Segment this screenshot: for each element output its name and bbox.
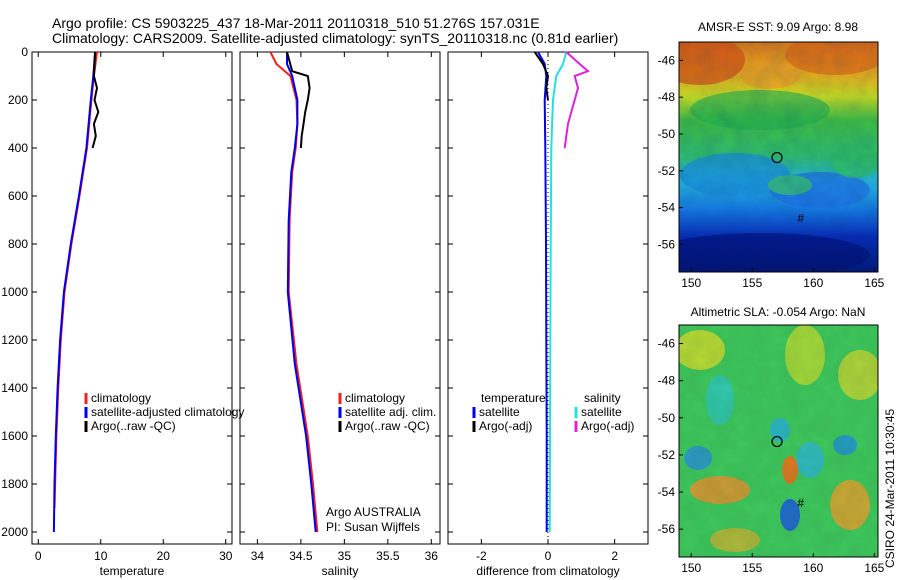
small-mark: # <box>797 496 804 510</box>
map-y-tick-label: -54 <box>658 201 676 215</box>
small-mark: # <box>797 211 804 225</box>
series-line-satellite-adjusted-climatology <box>52 51 97 533</box>
x-tick-label: 2 <box>611 549 618 563</box>
series-line-argo-raw-qc- <box>286 51 311 149</box>
legend-label: climatology <box>345 391 405 405</box>
plot-frame <box>31 51 233 545</box>
x-tick-label: 36 <box>425 549 439 563</box>
y-tick-label: 2000 <box>1 525 28 539</box>
legend-label: satellite-adjusted climatology <box>91 405 244 419</box>
plot-frame <box>447 51 649 545</box>
y-tick-label: 600 <box>8 189 28 203</box>
temperature-profile-panel: 0 10 20 30 temperature 0 200 400 600 800 1000 1200 1… <box>1 45 244 578</box>
x-axis-label: difference from climatology <box>476 564 619 578</box>
sla-map <box>679 325 878 557</box>
x-tick-label: -2 <box>476 549 487 563</box>
x-axis-label: temperature <box>100 564 165 578</box>
sst-map-title: AMSR-E SST: 9.09 Argo: 8.98 <box>698 20 858 34</box>
series-line-argo-raw-qc- <box>91 51 100 149</box>
header-line1: Argo profile: CS 5903225_437 18-Mar-2011… <box>52 15 540 31</box>
header-line2: Climatology: CARS2009. Satellite-adjuste… <box>52 30 618 46</box>
series-line-satellite-adj-clim- <box>286 52 317 533</box>
map-y-tick-label: -52 <box>658 448 676 462</box>
float-position-marker <box>771 151 783 164</box>
legend-label: satellite adj. clim. <box>345 405 436 419</box>
sst-map-axes: 150 155 160 165 -46 -48 -50 -52 -54 -56 # <box>658 53 885 290</box>
map-y-tick-label: -48 <box>658 374 676 388</box>
y-tick-label: 1600 <box>1 429 28 443</box>
series-line-salinity-argo-adj- <box>563 51 590 149</box>
sst-map <box>679 42 878 272</box>
x-tick-label: 34 <box>251 549 265 563</box>
series-line-temperature-satellite <box>537 51 548 532</box>
map-y-tick-label: -48 <box>658 90 676 104</box>
float-position-marker <box>771 435 783 448</box>
legend-label: climatology <box>91 391 151 405</box>
sla-map-title: Altimetric SLA: -0.054 Argo: NaN <box>691 305 866 319</box>
x-tick-label: 0 <box>35 549 42 563</box>
sla-map-frame <box>678 324 879 558</box>
map-x-tick-label: 150 <box>681 276 701 290</box>
series-line-temperature-argo-adj- <box>533 51 550 101</box>
series-line-salinity-satellite <box>548 51 568 533</box>
pi-note: PI: Susan Wijffels <box>326 520 420 534</box>
legend-label: Argo(-adj) <box>581 419 634 433</box>
credit-text: CSIRO 24-Mar-2011 10:30:45 <box>883 408 897 568</box>
x-tick-label: 35 <box>338 549 352 563</box>
sst-map-frame <box>678 41 879 273</box>
map-y-tick-label: -50 <box>658 411 676 425</box>
y-tick-label: 1200 <box>1 333 28 347</box>
plot-frame <box>239 51 441 545</box>
x-tick-label: 20 <box>157 549 171 563</box>
map-x-tick-label: 155 <box>742 276 762 290</box>
map-x-tick-label: 150 <box>681 561 701 575</box>
map-y-tick-label: -54 <box>658 485 676 499</box>
legend-label: Argo(..raw -QC) <box>91 419 176 433</box>
map-x-tick-label: 165 <box>864 561 884 575</box>
x-tick-label: 0 <box>545 549 552 563</box>
map-x-tick-label: 165 <box>864 276 884 290</box>
map-y-tick-label: -46 <box>658 53 676 67</box>
map-x-tick-label: 155 <box>742 561 762 575</box>
legend-label: Argo(-adj) <box>479 419 532 433</box>
sla-texture <box>679 325 878 557</box>
legend-group-title: salinity <box>584 391 621 405</box>
sst-deep-cold <box>679 233 870 272</box>
map-y-tick-label: -56 <box>658 237 676 251</box>
legend-label: Argo(..raw -QC) <box>345 419 430 433</box>
y-tick-label: 1400 <box>1 381 28 395</box>
series-line-climatology <box>53 51 98 509</box>
institution-note: Argo AUSTRALIA <box>326 505 421 519</box>
salinity-profile-panel: 34 34.5 35 35.5 36 salinity climatologysatelli… <box>239 51 441 578</box>
legend-label: satellite <box>479 405 520 419</box>
x-tick-label: 30 <box>219 549 233 563</box>
map-y-tick-label: -56 <box>658 522 676 536</box>
y-tick-label: 800 <box>8 237 28 251</box>
x-tick-label: 10 <box>94 549 108 563</box>
y-tick-label: 400 <box>8 141 28 155</box>
y-tick-label: 200 <box>8 93 28 107</box>
x-tick-label: 34.5 <box>289 549 313 563</box>
x-tick-label: 35.5 <box>376 549 400 563</box>
map-y-tick-label: -52 <box>658 164 676 178</box>
y-tick-label: 0 <box>21 45 28 59</box>
y-tick-label: 1800 <box>1 477 28 491</box>
legend-label: satellite <box>581 405 622 419</box>
y-tick-label: 1000 <box>1 285 28 299</box>
sla-map-axes: 150 155 160 165 -46 -48 -50 -52 -54 -56 # <box>658 337 885 575</box>
legend-group-title: temperature <box>481 391 546 405</box>
x-axis-label: salinity <box>322 564 359 578</box>
series-line-climatology <box>269 51 319 533</box>
map-x-tick-label: 160 <box>803 276 823 290</box>
map-x-tick-label: 160 <box>803 561 823 575</box>
map-y-tick-label: -50 <box>658 127 676 141</box>
map-y-tick-label: -46 <box>658 337 676 351</box>
